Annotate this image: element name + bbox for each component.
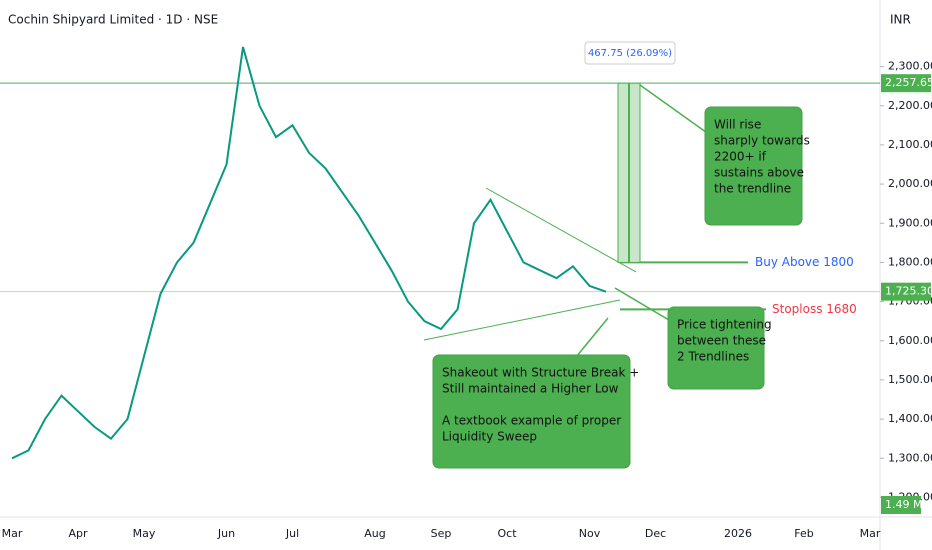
trendline [423, 299, 621, 341]
annotation-text: the trendline [714, 182, 791, 196]
currency: INR [890, 13, 911, 27]
y-tick-label: 2,100.00 [888, 138, 932, 151]
annotation-text: 2 Trendlines [677, 350, 749, 364]
measure-label-box [584, 41, 676, 65]
x-tick-label: Mar [2, 527, 23, 540]
annotation-text: Liquidity Sweep [442, 430, 537, 444]
y-tick-label: 2,000.00 [888, 177, 932, 190]
annotation: Will rise sharply towards 2200+ if sustains… [639, 84, 810, 226]
volume-tag-label: 1.49 M [885, 498, 922, 511]
measure-label: 467.75 (26.09%) [588, 48, 672, 59]
stoploss-label: Stoploss 1680 [772, 302, 857, 316]
x-tick-label: Apr [68, 527, 88, 540]
annotation-text: sharply towards [714, 134, 810, 148]
x-tick-label: Nov [579, 527, 601, 540]
annotation-text: A textbook example of proper [442, 414, 621, 428]
annotation-text: Shakeout with Structure Break + [442, 366, 639, 380]
x-tick-label: Jul [285, 527, 299, 540]
annotation-text: Will rise [714, 118, 761, 132]
annotation-box [667, 306, 765, 390]
y-tick-label: 1,300.00 [888, 451, 932, 464]
price-tag [881, 74, 931, 93]
x-tick-label: 2026 [724, 527, 752, 540]
y-tick-label: 2,300.00 [888, 60, 932, 73]
x-tick-label: Dec [645, 527, 666, 540]
x-tick-label: Mar [860, 527, 881, 540]
annotation-box [704, 106, 803, 226]
x-tick-label: Oct [497, 527, 517, 540]
x-tick-label: May [133, 527, 156, 540]
annotation-text: sustains above [714, 166, 804, 180]
annotation-text: Still maintained a Higher Low [442, 382, 619, 396]
y-tick-label: 1,900.00 [888, 216, 932, 229]
volume-tag [881, 496, 921, 514]
price-tag-label: 1,725.30 [885, 285, 932, 298]
annotation: Price tightening between these 2 Trendline… [614, 287, 772, 390]
chart-title: Cochin Shipyard Limited · 1D · NSE [8, 13, 218, 27]
x-tick-label: Feb [794, 527, 813, 540]
annotation-text: 2200+ if [714, 150, 767, 164]
buy-label: Buy Above 1800 [755, 255, 854, 269]
y-tick-label: 1,500.00 [888, 373, 932, 386]
y-tick-label: 1,400.00 [888, 412, 932, 425]
x-tick-label: Sep [431, 527, 452, 540]
y-tick-label: 1,800.00 [888, 255, 932, 268]
annotation-box [432, 354, 631, 469]
price-tag [881, 282, 931, 301]
x-tick-label: Jun [217, 527, 235, 540]
trendline [485, 187, 637, 273]
x-tick-label: Aug [364, 527, 385, 540]
annotation-text: Price tightening [677, 318, 772, 332]
price-tag-label: 2,257.65 [885, 76, 932, 89]
y-tick-label: 1,600.00 [888, 334, 932, 347]
y-tick-label: 2,200.00 [888, 99, 932, 112]
price-line [11, 46, 607, 460]
annotation: Shakeout with Structure Break + Still mai… [432, 317, 639, 469]
annotation-text: between these [677, 334, 766, 348]
